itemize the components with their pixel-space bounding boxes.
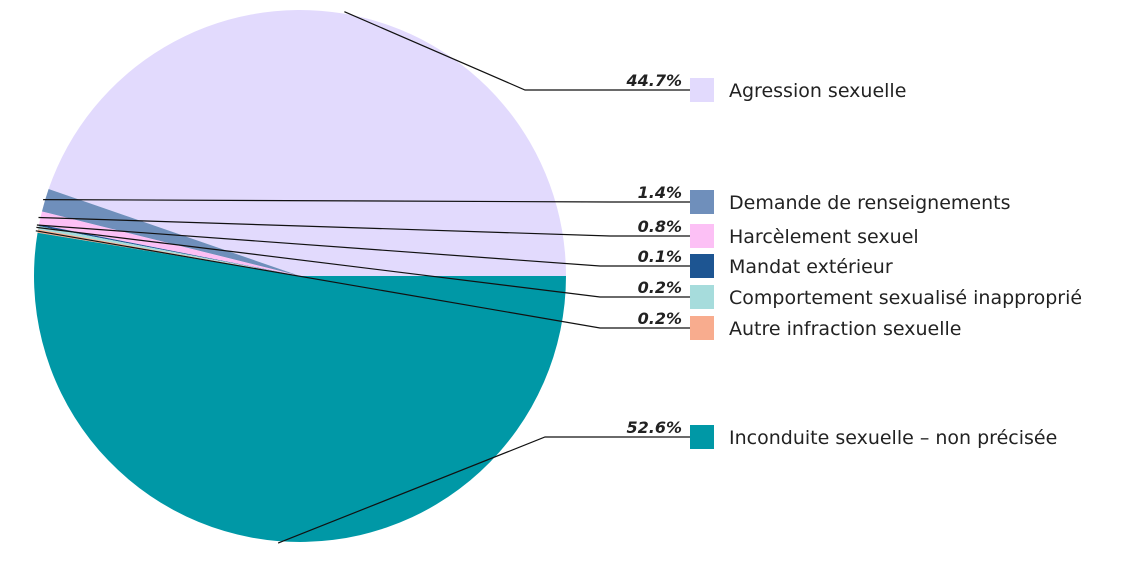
legend-label-inconduite-sexuelle-non-precisee: Inconduite sexuelle – non précisée — [729, 427, 1057, 449]
legend-swatch-agression-sexuelle — [690, 78, 714, 102]
leader-lines — [35, 11, 690, 544]
legend-swatch-mandat-exterieur — [690, 254, 714, 278]
pie-slices — [33, 9, 567, 542]
data-label-inconduite-sexuelle-non-precisee: 52.6% — [626, 418, 682, 437]
legend-swatch-inconduite-sexuelle-non-precisee — [690, 425, 714, 449]
data-label-mandat-exterieur: 0.1% — [638, 247, 682, 266]
legend-label-mandat-exterieur: Mandat extérieur — [729, 256, 893, 278]
data-label-agression-sexuelle: 44.7% — [625, 71, 682, 90]
legend-swatch-autre-infraction-sexuelle — [690, 316, 714, 340]
legend-label-harcelement-sexuel: Harcèlement sexuel — [729, 226, 919, 248]
pie-slice-comportement-sexualise-inapproprie — [38, 226, 301, 276]
legend-label-demande-de-renseignements: Demande de renseignements — [729, 192, 1010, 214]
legend-swatch-demande-de-renseignements — [690, 190, 714, 214]
data-label-autre-infraction-sexuelle: 0.2% — [638, 309, 682, 328]
legend-swatch-harcelement-sexuel — [690, 224, 714, 248]
data-label-demande-de-renseignements: 1.4% — [638, 183, 682, 202]
pie-slice-autre-infraction-sexuelle — [37, 229, 300, 276]
data-label-harcelement-sexuel: 0.8% — [638, 217, 682, 236]
leader-line-comportement-sexualise-inapproprie — [36, 226, 690, 298]
legend: 44.7% Agression sexuelle 1.4% Demande de re… — [625, 71, 1082, 449]
pie-slice-demande-de-renseignements — [41, 189, 300, 276]
leader-line-autre-infraction-sexuelle — [35, 230, 690, 329]
leader-line-inconduite-sexuelle-non-precisee — [277, 436, 690, 544]
pie-slice-inconduite-sexuelle-non-precisee — [33, 232, 566, 542]
leader-line-harcelement-sexuel — [38, 216, 690, 237]
legend-swatch-comportement-sexualise-inapproprie — [690, 285, 714, 309]
data-label-comportement-sexualise-inapproprie: 0.2% — [638, 278, 682, 297]
leader-line-agression-sexuelle — [344, 11, 690, 91]
leader-line-demande-de-renseignements — [43, 199, 690, 203]
legend-label-agression-sexuelle: Agression sexuelle — [729, 80, 906, 102]
pie-slice-agression-sexuelle — [48, 9, 567, 276]
leader-line-mandat-exterieur — [36, 224, 690, 267]
pie-slice-mandat-exterieur — [38, 224, 301, 276]
legend-label-comportement-sexualise-inapproprie: Comportement sexualisé inapproprié — [729, 287, 1082, 309]
legend-label-autre-infraction-sexuelle: Autre infraction sexuelle — [729, 318, 961, 340]
